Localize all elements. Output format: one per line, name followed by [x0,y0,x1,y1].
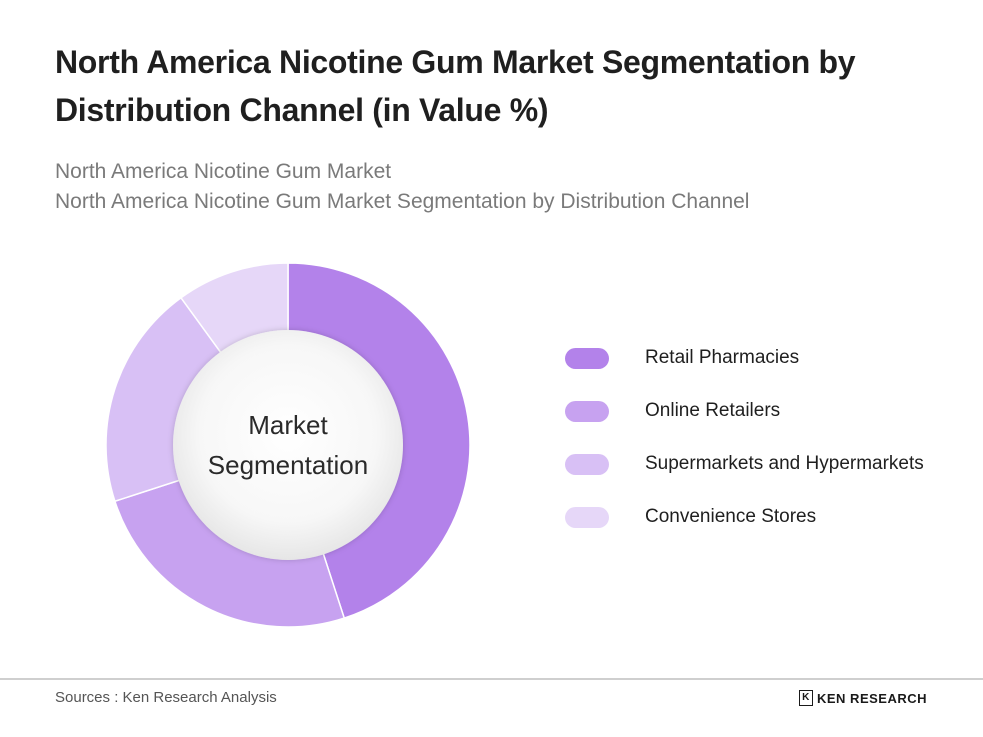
footer-divider [0,678,983,680]
legend-swatch [565,453,609,475]
legend: Retail Pharmacies Online Retailers Superma… [565,344,924,556]
legend-item: Online Retailers [565,397,924,425]
subtitle-market: North America Nicotine Gum Market [55,160,392,183]
donut-chart: Market Segmentation [103,260,473,630]
ken-research-logo: K KEN RESEARCH [799,690,927,706]
donut-center [173,330,403,560]
legend-swatch [565,347,609,369]
legend-item: Supermarkets and Hypermarkets [565,450,924,478]
logo-mark: K [799,690,813,706]
legend-item: Convenience Stores [565,503,924,531]
legend-label: Retail Pharmacies [645,347,800,368]
legend-swatch [565,506,609,528]
legend-label: Supermarkets and Hypermarkets [645,453,924,474]
legend-item: Retail Pharmacies [565,344,924,372]
donut-svg [105,262,471,628]
logo-text: KEN RESEARCH [817,690,928,706]
chart-title: North America Nicotine Gum Market Segmen… [55,44,856,128]
legend-swatch [565,400,609,422]
legend-label: Online Retailers [645,400,781,421]
subtitle-segmentation: North America Nicotine Gum Market Segmen… [55,190,750,213]
source-note: Sources : Ken Research Analysis [55,689,277,706]
legend-label: Convenience Stores [645,506,817,527]
